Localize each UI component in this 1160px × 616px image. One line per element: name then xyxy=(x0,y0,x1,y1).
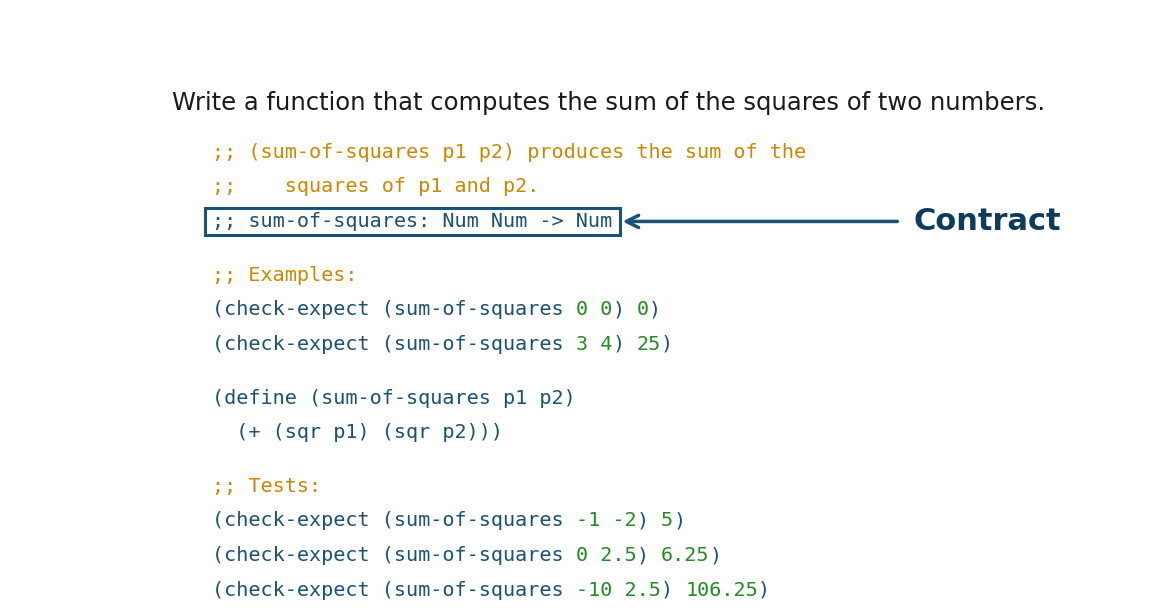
Text: (check-expect (sum-of-squares: (check-expect (sum-of-squares xyxy=(212,546,577,565)
Text: ): ) xyxy=(757,581,770,600)
Text: 3 4: 3 4 xyxy=(577,335,612,354)
Text: 25: 25 xyxy=(637,335,661,354)
Text: -1 -2: -1 -2 xyxy=(577,511,637,530)
Text: ;; sum-of-squares: Num Num -> Num: ;; sum-of-squares: Num Num -> Num xyxy=(212,212,612,231)
Text: (define (sum-of-squares p1 p2): (define (sum-of-squares p1 p2) xyxy=(212,389,577,408)
Text: 5: 5 xyxy=(661,511,673,530)
Text: ): ) xyxy=(648,300,661,319)
Text: ): ) xyxy=(661,335,673,354)
Text: ;; (sum-of-squares p1 p2) produces the sum of the: ;; (sum-of-squares p1 p2) produces the s… xyxy=(212,143,806,161)
Text: ): ) xyxy=(673,511,686,530)
Text: ): ) xyxy=(637,511,661,530)
Text: 0 2.5: 0 2.5 xyxy=(577,546,637,565)
Text: ): ) xyxy=(637,546,661,565)
Text: ;; Tests:: ;; Tests: xyxy=(212,477,321,496)
Text: (check-expect (sum-of-squares: (check-expect (sum-of-squares xyxy=(212,581,577,600)
Text: (check-expect (sum-of-squares: (check-expect (sum-of-squares xyxy=(212,511,577,530)
Text: ;; Examples:: ;; Examples: xyxy=(212,265,358,285)
Text: ): ) xyxy=(612,300,637,319)
Text: ): ) xyxy=(661,581,686,600)
Text: ): ) xyxy=(612,335,637,354)
Text: ;;    squares of p1 and p2.: ;; squares of p1 and p2. xyxy=(212,177,539,197)
Text: ): ) xyxy=(710,546,722,565)
Text: Write a function that computes the sum of the squares of two numbers.: Write a function that computes the sum o… xyxy=(172,91,1045,115)
Text: 6.25: 6.25 xyxy=(661,546,710,565)
Text: -10 2.5: -10 2.5 xyxy=(577,581,661,600)
Text: (+ (sqr p1) (sqr p2))): (+ (sqr p1) (sqr p2))) xyxy=(212,423,503,442)
Text: (check-expect (sum-of-squares: (check-expect (sum-of-squares xyxy=(212,300,577,319)
Text: 0: 0 xyxy=(637,300,648,319)
Text: 0 0: 0 0 xyxy=(577,300,612,319)
Text: (check-expect (sum-of-squares: (check-expect (sum-of-squares xyxy=(212,335,577,354)
Text: Contract: Contract xyxy=(914,207,1061,236)
Text: 106.25: 106.25 xyxy=(686,581,757,600)
